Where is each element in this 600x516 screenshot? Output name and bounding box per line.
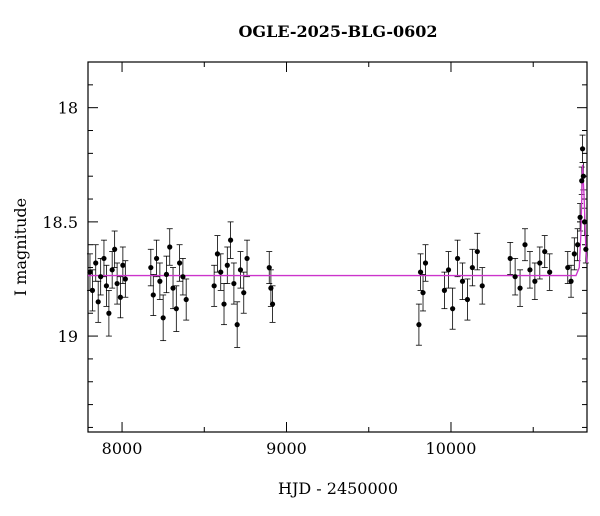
data-point xyxy=(474,248,480,255)
model-curve xyxy=(88,164,588,277)
data-point xyxy=(106,310,112,316)
data-point xyxy=(120,262,126,268)
data-point xyxy=(469,264,475,271)
data-point xyxy=(237,267,244,273)
data-point xyxy=(167,244,173,250)
y-tick-label: 19 xyxy=(58,327,78,346)
data-point xyxy=(148,264,154,271)
chart-title: OGLE-2025-BLG-0602 xyxy=(238,22,437,41)
data-point xyxy=(266,264,272,271)
data-point xyxy=(218,269,224,275)
data-point xyxy=(173,306,179,312)
data-point xyxy=(454,255,461,262)
x-axis-label: HJD - 2450000 xyxy=(278,479,398,498)
data-point xyxy=(268,285,274,291)
data-point xyxy=(522,242,528,248)
data-point xyxy=(441,287,448,293)
data-point xyxy=(537,260,543,266)
data-point xyxy=(568,278,574,284)
data-point xyxy=(87,269,93,275)
data-point xyxy=(163,271,170,278)
data-point xyxy=(122,276,128,282)
data-point xyxy=(234,322,240,328)
data-point xyxy=(150,292,156,298)
y-tick-label: 18 xyxy=(58,99,78,118)
data-point xyxy=(581,219,588,225)
data-point xyxy=(224,262,230,268)
data-point xyxy=(450,306,456,312)
data-point xyxy=(183,296,189,303)
data-point xyxy=(98,274,104,280)
data-point xyxy=(214,251,221,257)
data-point xyxy=(241,290,247,296)
data-point xyxy=(153,255,160,262)
y-axis-label: I magnitude xyxy=(11,198,30,296)
data-point xyxy=(577,214,583,220)
data-point xyxy=(177,260,183,266)
data-point xyxy=(157,278,163,284)
data-point xyxy=(565,264,571,271)
data-point xyxy=(527,267,533,273)
data-point xyxy=(269,301,276,307)
data-point xyxy=(117,294,124,300)
plot-frame xyxy=(87,61,588,433)
data-point xyxy=(416,322,422,328)
data-point xyxy=(89,287,96,293)
data-point xyxy=(420,290,426,296)
data-point xyxy=(542,248,548,255)
data-point xyxy=(417,269,424,275)
data-point xyxy=(459,278,466,284)
data-point xyxy=(103,283,110,289)
data-point xyxy=(244,255,250,262)
data-point xyxy=(231,280,237,287)
data-point xyxy=(583,246,589,252)
data-point xyxy=(422,260,429,266)
y-tick-label: 18.5 xyxy=(42,213,78,232)
data-point xyxy=(227,237,234,243)
data-point xyxy=(532,278,538,284)
data-point xyxy=(512,274,518,280)
data-point xyxy=(180,274,186,280)
data-point xyxy=(170,285,176,291)
data-point xyxy=(95,299,101,305)
data-point xyxy=(579,146,586,152)
data-point xyxy=(221,301,227,307)
data-point xyxy=(114,280,120,287)
data-point xyxy=(580,173,586,179)
x-tick-label: 8000 xyxy=(102,439,143,458)
x-tick-label: 9000 xyxy=(266,439,307,458)
data-point xyxy=(464,296,471,303)
data-point xyxy=(517,285,523,291)
data-point xyxy=(575,242,581,248)
data-point xyxy=(93,260,99,266)
data-point xyxy=(579,178,585,184)
data-point xyxy=(479,283,485,289)
data-point xyxy=(547,269,553,275)
data-point xyxy=(101,255,107,262)
data-point xyxy=(160,315,166,321)
x-tick-label: 10000 xyxy=(426,439,477,458)
data-point xyxy=(445,267,452,273)
data-point xyxy=(109,267,115,273)
data-point xyxy=(571,251,577,257)
data-point xyxy=(211,283,217,289)
data-point xyxy=(507,255,513,262)
data-point xyxy=(112,246,118,252)
